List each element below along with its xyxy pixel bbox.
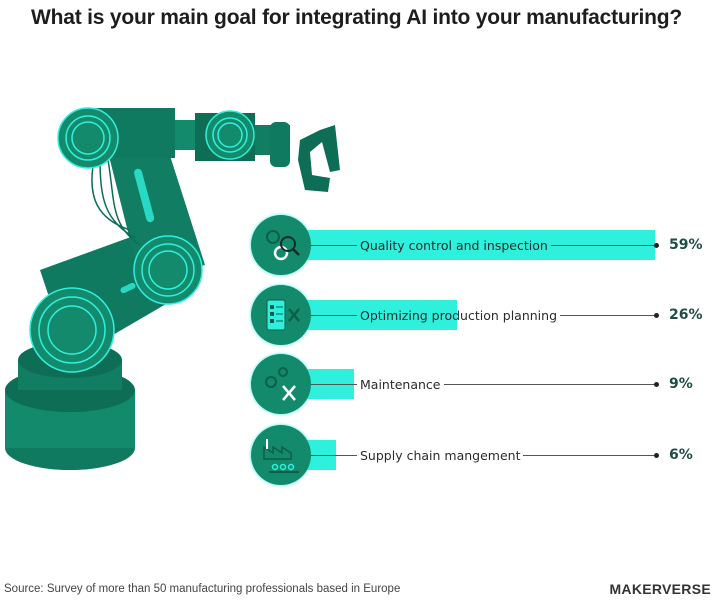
leader-segment (560, 314, 654, 316)
category-label: Maintenance (360, 376, 441, 392)
source-note: Source: Survey of more than 50 manufactu… (4, 583, 401, 595)
circle-icon (654, 242, 659, 248)
circle-icon (654, 312, 659, 318)
category-icon-badge (251, 425, 311, 485)
leader-line: Supply chain mangement (311, 445, 659, 465)
leader-segment (311, 383, 357, 385)
checklist-tools-icon (266, 299, 300, 331)
circle-icon (654, 452, 659, 458)
category-icon-badge (251, 354, 311, 414)
chart-title: What is your main goal for integrating A… (30, 6, 683, 29)
gears-wrench-icon (265, 367, 296, 401)
bar-row: Optimizing production planning 26% (251, 285, 713, 345)
category-label: Supply chain mangement (360, 447, 521, 463)
robot-arm-illustration (5, 107, 340, 470)
category-icon-badge (251, 285, 311, 345)
bar-row: Supply chain mangement 6% (251, 425, 713, 485)
leader-segment (523, 454, 654, 456)
leader-line: Optimizing production planning (311, 305, 659, 325)
leader-line: Quality control and inspection (311, 235, 659, 255)
category-label: Quality control and inspection (360, 237, 548, 253)
value-label: 26% (669, 307, 703, 323)
category-label: Optimizing production planning (360, 307, 557, 323)
value-label: 59% (669, 237, 703, 253)
bar-row: Maintenance 9% (251, 354, 713, 414)
leader-segment (550, 244, 654, 246)
value-label: 6% (669, 447, 693, 463)
leader-segment (311, 314, 357, 316)
makerverse-logo: MAKERVERSE (609, 581, 711, 597)
leader-line: Maintenance (311, 374, 659, 394)
leader-segment (443, 383, 654, 385)
factory-conveyor-icon (263, 439, 299, 473)
value-label: 9% (669, 376, 693, 392)
circle-icon (654, 381, 659, 387)
leader-segment (311, 244, 357, 246)
category-icon-badge (251, 215, 311, 275)
gears-magnifier-icon (266, 230, 300, 261)
bar-row: Quality control and inspection 59% (251, 215, 713, 275)
leader-segment (311, 454, 357, 456)
